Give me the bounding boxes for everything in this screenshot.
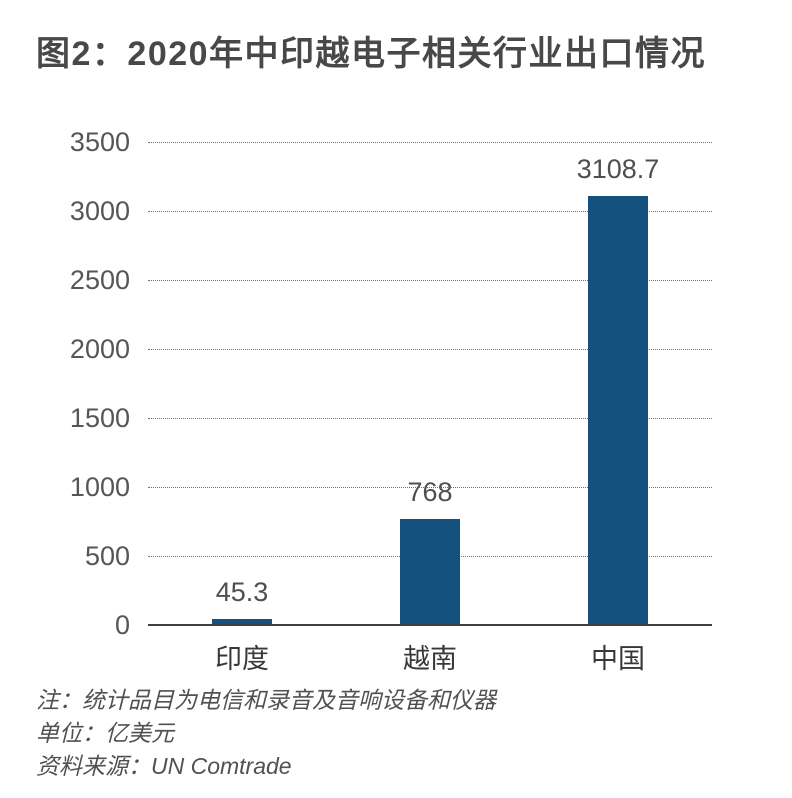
- x-axis-label-越南: 越南: [403, 644, 457, 674]
- bar-中国: [588, 195, 648, 625]
- y-axis-label-3000: 3000: [69, 196, 130, 226]
- bar-value-label-中国: 3108.7: [576, 153, 660, 184]
- y-axis-label-3500: 3500: [69, 127, 130, 157]
- y-axis-label-1000: 1000: [69, 472, 130, 502]
- gridline-2000: [148, 348, 712, 350]
- note-source: 资料来源：UN Comtrade: [36, 753, 292, 779]
- gridline-1000: [148, 486, 712, 488]
- gridline-1500: [148, 417, 712, 419]
- y-axis-label-500: 500: [84, 541, 130, 571]
- gridline-3000: [148, 210, 712, 212]
- gridline-3500: [148, 141, 712, 143]
- y-axis-label-2000: 2000: [69, 334, 130, 364]
- y-axis-label-1500: 1500: [69, 403, 130, 433]
- y-axis-label-2500: 2500: [69, 265, 130, 295]
- note-unit: 单位：亿美元: [36, 720, 174, 746]
- x-axis-label-印度: 印度: [215, 644, 269, 674]
- note-statistics-scope: 注：统计品目为电信和录音及音响设备和仪器: [36, 687, 496, 713]
- x-axis-label-中国: 中国: [591, 644, 645, 674]
- bar-印度: [212, 618, 272, 625]
- chart-footnotes: 注：统计品目为电信和录音及音响设备和仪器 单位：亿美元 资料来源：UN Comt…: [36, 684, 496, 783]
- chart-title: 图2：2020年中印越电子相关行业出口情况: [36, 35, 707, 73]
- y-axis-label-0: 0: [114, 610, 130, 640]
- bar-越南: [400, 519, 460, 625]
- bar-value-label-越南: 768: [407, 477, 453, 508]
- bar-value-label-印度: 45.3: [215, 576, 269, 607]
- gridline-2500: [148, 279, 712, 281]
- x-axis-line: [148, 624, 712, 626]
